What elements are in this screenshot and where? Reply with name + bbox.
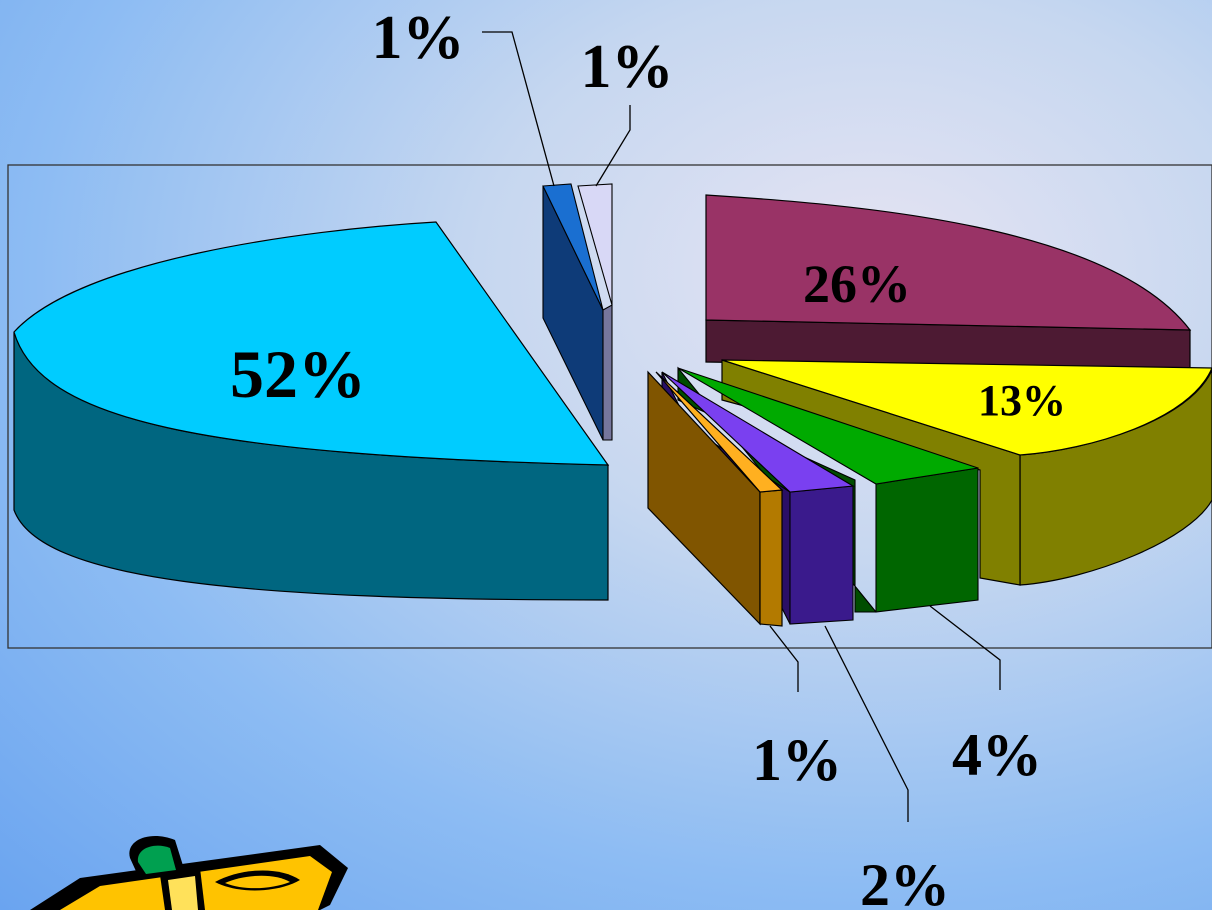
- label-1-blue: 1%: [372, 4, 465, 72]
- slice-52: [13, 221, 610, 601]
- label-1-lavender: 1%: [581, 33, 674, 101]
- slice-1-blue: [542, 183, 604, 441]
- label-4: 4%: [952, 722, 1042, 788]
- label-1-orange: 1%: [752, 727, 842, 793]
- pencil-clipart-icon: [30, 836, 348, 910]
- slice-1-lavender: [577, 183, 613, 441]
- label-13: 13%: [978, 376, 1066, 425]
- slice-1-orange: [647, 370, 784, 627]
- slice-26: [705, 194, 1192, 371]
- label-52: 52%: [230, 336, 366, 412]
- plot-area-border: [7, 164, 1212, 649]
- leader-lines: [482, 31, 1001, 822]
- label-26: 26%: [803, 254, 911, 314]
- label-2: 2%: [860, 852, 950, 910]
